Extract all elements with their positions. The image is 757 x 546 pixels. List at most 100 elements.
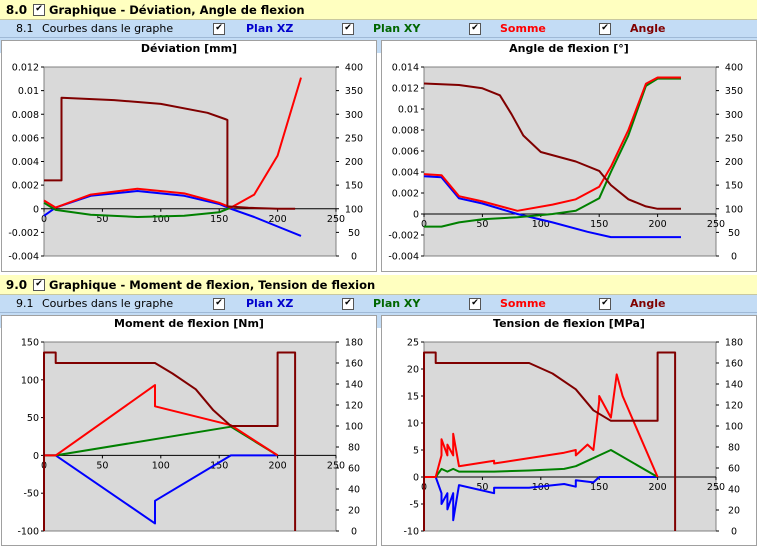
y2-tick-label: 0 [731,252,737,263]
series-line-angle [423,351,677,531]
y2-tick-label: 0 [351,527,357,538]
plot-area [43,66,337,257]
x-tick-label: 200 [269,460,287,471]
x-tick-label: 250 [707,482,725,493]
series-line-angle [423,82,681,210]
x-tick-label: 250 [707,219,725,230]
y-tick-label: 0.012 [392,84,419,95]
x-tick-label: 150 [590,219,608,230]
series-line-plan-xy [424,449,659,478]
x-tick-label: 50 [96,460,108,471]
y2-tick-label: 250 [725,133,743,144]
y2-tick-label: 50 [348,228,360,239]
plan-xy-label: Plan XY [373,22,421,35]
angle-checkbox[interactable]: ✔ [599,23,611,35]
plan-xz-checkbox[interactable]: ✔ [213,23,225,35]
x-tick-label: 150 [210,460,228,471]
series-line-somme [424,373,659,478]
y2-tick-label: 80 [348,443,360,454]
y-tick-label: 25 [407,338,419,349]
y-tick-label: -5 [410,500,419,511]
x-tick-label: 0 [421,219,427,230]
y-tick-label: -100 [17,527,39,538]
y-tick-label: 0.01 [398,105,419,116]
y2-tick-label: 50 [728,228,740,239]
subsection-number: 9.1 [16,297,34,310]
deviation-panel: Déviation [mm] -0.004 -0.002 0 0.002 0.004 0.… [1,40,377,272]
y2-tick-label: 350 [725,86,743,97]
section-number: 9.0 [5,277,28,292]
plan-xz-label: Plan XZ [246,22,294,35]
y-tick-label: 0.012 [12,63,39,74]
x-tick-label: 100 [532,219,550,230]
y2-tick-label: 80 [728,443,740,454]
y-tick-label: 10 [407,419,419,430]
y2-tick-label: 250 [345,133,363,144]
y-tick-label: -10 [403,527,419,538]
moment-panel: Moment de flexion [Nm] -100 -50 0 50 100 150 0… [1,315,377,546]
y2-tick-label: 400 [345,63,363,74]
somme-checkbox[interactable]: ✔ [469,298,481,310]
y2-tick-label: 0 [731,527,737,538]
x-tick-label: 200 [269,214,287,225]
y-tick-label: -0.002 [388,231,419,242]
x-tick-label: 50 [476,482,488,493]
y2-tick-label: 20 [348,506,360,517]
series-line-angle [43,351,297,531]
plan-xy-label: Plan XY [373,297,421,310]
chart-title: Tension de flexion [MPa] [493,317,645,330]
y2-tick-label: 100 [725,422,743,433]
y2-tick-label: 0 [351,252,357,263]
y2-tick-label: 180 [725,338,743,349]
tension-chart: -10 -5 0 5 10 15 20 250 20 40 60 80 100 120 140 160 180 0… [403,338,743,538]
y2-tick-label: 60 [348,464,360,475]
y-tick-label: 0 [33,204,39,215]
somme-checkbox[interactable]: ✔ [469,23,481,35]
y-tick-label: 0.014 [392,63,419,74]
y-tick-label: -0.004 [8,252,39,263]
series-line-plan-xz [423,175,681,239]
x-tick-label: 50 [476,219,488,230]
y2-tick-label: 400 [725,63,743,74]
y2-tick-label: 160 [345,359,363,370]
curves-label: Courbes dans le graphe [42,22,174,35]
y2-tick-label: 20 [728,506,740,517]
plot-area [423,341,717,532]
y-tick-label: 0.004 [12,157,39,168]
x-tick-label: 100 [152,214,170,225]
section-9-checkbox[interactable]: ✔ [33,278,45,291]
y2-tick-label: 180 [345,338,363,349]
y2-tick-label: 350 [345,86,363,97]
plan-xy-checkbox[interactable]: ✔ [342,23,354,35]
curves-selector-row: 9.1 Courbes dans le graphe ✔ Plan XZ ✔ P… [0,295,757,313]
x-tick-label: 250 [327,460,345,471]
series-line-somme [43,77,302,209]
plan-xz-checkbox[interactable]: ✔ [213,298,225,310]
y2-tick-label: 100 [725,204,743,215]
chart-title: Moment de flexion [Nm] [114,317,264,330]
series-line-angle [44,96,296,210]
section-title: Graphique - Déviation, Angle de flexion [49,2,305,17]
angle-panel: Angle de flexion [°] -0.004 -0.002 0 0.002 0… [381,40,757,272]
moment-chart: -100 -50 0 50 100 150 0 20 40 60 80 100 120 140 160 180… [17,338,363,538]
y-tick-label: 0.01 [18,86,39,97]
y2-tick-label: 120 [345,401,363,412]
series-line-plan-xz [424,476,658,522]
y2-tick-label: 120 [725,401,743,412]
angle-label: Angle [630,297,666,310]
curves-selector-row: 8.1 Courbes dans le graphe ✔ Plan XZ ✔ P… [0,20,757,38]
y-tick-label: 0.002 [392,189,419,200]
somme-label: Somme [500,297,546,310]
angle-checkbox[interactable]: ✔ [599,298,611,310]
plan-xy-checkbox[interactable]: ✔ [342,298,354,310]
y2-tick-label: 200 [345,157,363,168]
y2-tick-label: 300 [345,110,363,121]
y-tick-label: 100 [21,375,39,386]
y2-tick-label: 40 [728,485,740,496]
y-tick-label: 0.006 [12,133,39,144]
x-tick-label: 0 [41,214,47,225]
series-line-plan-xy [43,201,232,218]
section-title: Graphique - Moment de flexion, Tension d… [49,277,376,292]
tension-panel: Tension de flexion [MPa] -10 -5 0 5 10 15 20 25… [381,315,757,546]
section-8-checkbox[interactable]: ✔ [33,3,45,16]
